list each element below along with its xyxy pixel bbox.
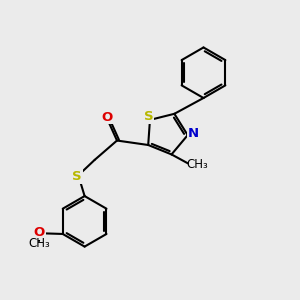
Text: CH₃: CH₃ [28, 237, 50, 250]
Text: CH₃: CH₃ [186, 158, 208, 171]
Text: O: O [34, 226, 45, 239]
Text: N: N [188, 128, 199, 140]
Text: S: S [144, 110, 153, 123]
Text: S: S [72, 170, 82, 183]
Text: O: O [102, 111, 113, 124]
